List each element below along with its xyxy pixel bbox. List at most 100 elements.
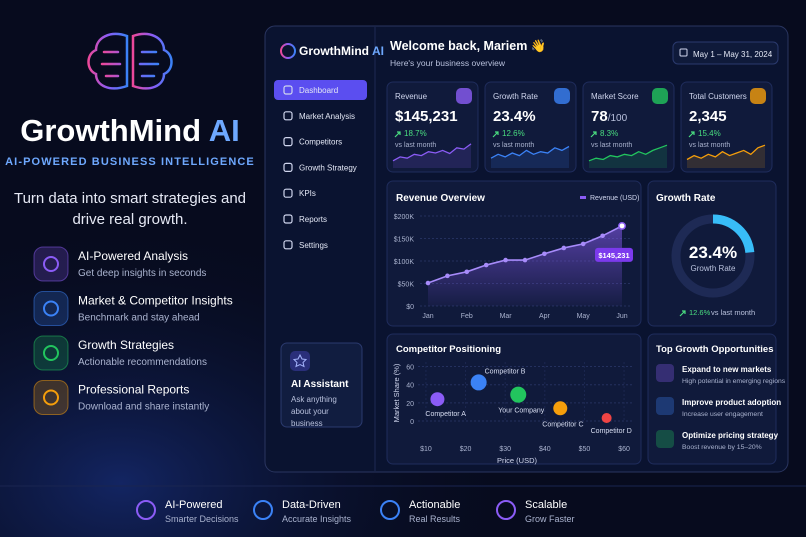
y-tick-label: 20 (406, 401, 414, 408)
opportunities-title: Top Growth Opportunities (656, 344, 774, 355)
kpi-change: 15.4% (698, 129, 721, 138)
x-tick-label: Mar (500, 313, 513, 320)
app-brand-accent: AI (372, 44, 384, 58)
bubble-label: Competitor B (485, 368, 526, 375)
feature-icon (33, 380, 69, 415)
donut-arc (671, 214, 755, 298)
nav-item[interactable]: Competitors (299, 138, 342, 147)
point (542, 251, 547, 257)
opportunity-title: Improve product adoption (682, 398, 781, 407)
sparkline (392, 143, 472, 162)
kpi-icon (750, 88, 766, 104)
nav-icon (283, 188, 293, 198)
opportunity-desc: Increase user engagement (682, 411, 763, 418)
footer-icon (136, 500, 156, 520)
bubble-label: Your Company (498, 408, 545, 415)
chart-title: Competitor Positioning (396, 344, 501, 355)
y-tick-label: $200K (394, 214, 415, 221)
nav-item[interactable]: Growth Strategy (299, 163, 357, 172)
trend-arrow (394, 131, 401, 138)
sparkline-area (589, 145, 667, 168)
point (522, 257, 528, 263)
card (647, 333, 777, 465)
nav-item[interactable]: Market Analysis (299, 112, 355, 121)
brand-title: GrowthMind AI (20, 113, 240, 148)
y-tick-label: $100K (394, 259, 415, 266)
donut-note: vs last month (711, 308, 755, 317)
brand-tagline: AI-POWERED BUSINESS INTELLIGENCE (5, 156, 255, 168)
nav-item[interactable]: Reports (299, 215, 327, 224)
opportunity-icon (656, 364, 674, 382)
x-tick-label: $50 (579, 446, 591, 453)
x-tick-label: Jun (616, 313, 627, 320)
sparkline-area (393, 143, 471, 168)
date-range: May 1 – May 31, 2024 (693, 50, 773, 59)
assistant-desc: Ask anything about your business (291, 395, 337, 428)
kpi-label: Growth Rate (493, 92, 538, 101)
nav-item[interactable]: KPIs (299, 189, 316, 198)
point (561, 245, 567, 251)
x-tick-label: Apr (539, 313, 551, 320)
nav-active (274, 80, 367, 100)
kpi-value-main: 2,345 (689, 108, 727, 125)
footer-icon (253, 500, 273, 520)
point (464, 269, 470, 275)
kpi-value: 78/100 (591, 108, 628, 125)
point (483, 262, 489, 268)
kpi-value-main: $145,231 (395, 108, 458, 125)
kpi-change: 18.7% (404, 129, 427, 138)
footer-title: Data-Driven (282, 499, 341, 511)
footer-title: Actionable (409, 499, 460, 511)
kpi-label: Total Customers (689, 92, 747, 101)
x-tick-label: $10 (420, 446, 432, 453)
y-tick-label: $50K (398, 282, 415, 289)
opportunity-desc: High potential in emerging regions (682, 378, 786, 385)
feature-icon (33, 246, 69, 282)
nav-icon (283, 111, 293, 121)
y-tick-label: $0 (406, 304, 414, 311)
kpi-value-main: 23.4% (493, 108, 536, 125)
feature-desc: Benchmark and stay ahead (78, 313, 200, 324)
sparkline-area (687, 145, 765, 168)
footer-desc: Real Results (409, 514, 461, 524)
point (618, 221, 626, 230)
feature-title: Growth Strategies (78, 338, 174, 352)
donut-label: Growth Rate (691, 264, 736, 273)
footer-title: Scalable (525, 499, 567, 511)
brand-title-accent: AI (209, 113, 240, 148)
feature-icon (33, 335, 69, 371)
feature-desc: Download and share instantly (78, 402, 209, 413)
x-tick-label: $30 (499, 446, 511, 453)
opportunity-title: Optimize pricing strategy (682, 431, 779, 440)
feature-icon-glyph (43, 256, 59, 272)
footer-desc: Smarter Decisions (165, 514, 239, 524)
headline: Turn data into smart strategies and driv… (13, 190, 247, 228)
kpi-value-main: 78 (591, 108, 608, 125)
bubble (430, 392, 445, 407)
x-tick-label: $20 (460, 446, 472, 453)
assistant-title: AI Assistant (291, 379, 349, 390)
opportunity-desc: Boost revenue by 15–20% (682, 444, 762, 451)
chart-title: Growth Rate (656, 193, 716, 204)
date-picker[interactable] (672, 41, 779, 65)
nav-item[interactable]: Dashboard (299, 86, 338, 95)
kpi-value-suffix: /100 (608, 113, 628, 124)
legend-swatch (580, 196, 586, 199)
footer-icon (496, 500, 516, 520)
card (647, 180, 777, 327)
nav-item[interactable]: Settings (299, 241, 328, 250)
kpi-value: 2,345 (689, 108, 727, 125)
opportunity-icon (656, 397, 674, 415)
nav-icon (283, 162, 293, 172)
feature-title: AI-Powered Analysis (78, 249, 188, 263)
x-tick-label: Feb (461, 313, 473, 320)
feature-icon-glyph (43, 345, 59, 361)
point (503, 257, 508, 263)
bubble-label: Competitor D (591, 428, 632, 435)
x-tick-label: May (577, 313, 591, 320)
kpi-value: 23.4% (493, 108, 536, 125)
sparkline (588, 144, 668, 162)
bubble (510, 386, 527, 403)
